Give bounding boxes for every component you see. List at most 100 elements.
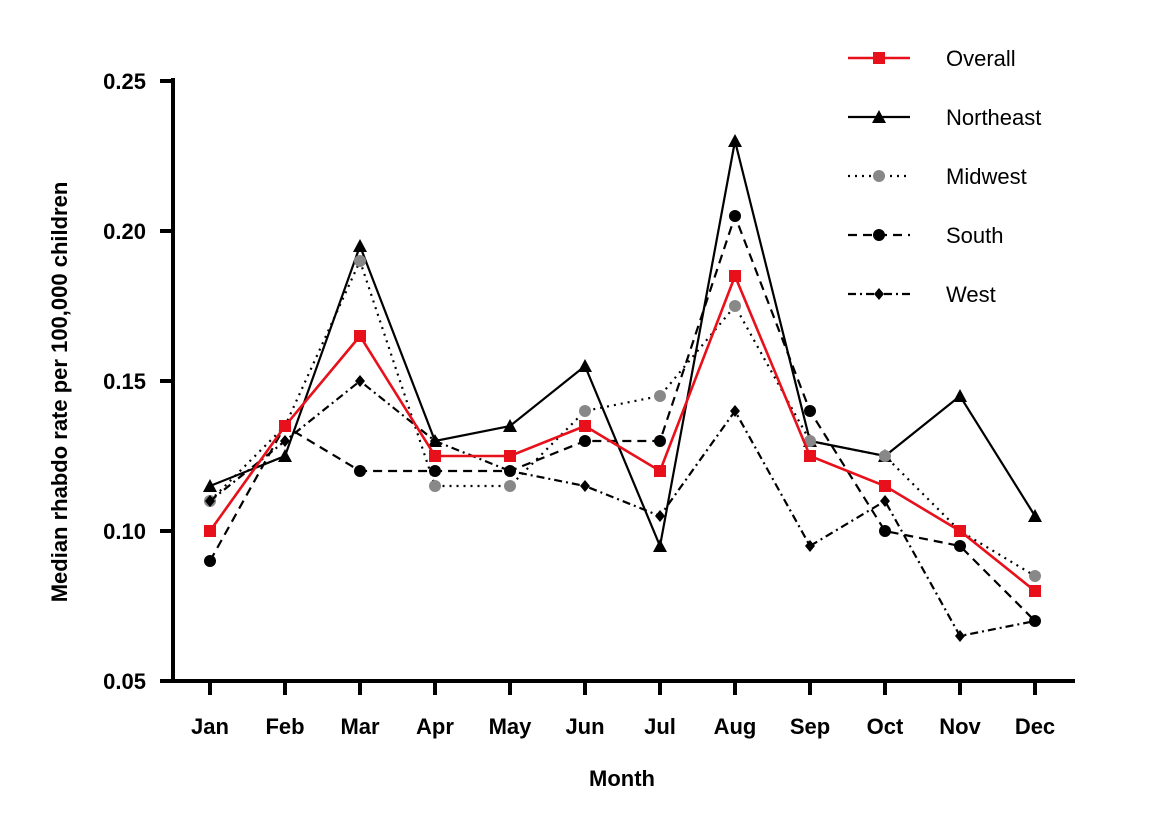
series-south	[204, 210, 1041, 627]
series-line-west	[209, 379, 1036, 638]
data-point-west	[280, 435, 290, 447]
data-point-northeast	[278, 449, 292, 462]
x-tick-label: Jun	[565, 714, 604, 739]
x-tick-label: Nov	[939, 714, 981, 739]
legend-marker	[873, 170, 885, 182]
legend-item-west: West	[848, 282, 996, 307]
data-point-west	[205, 495, 215, 507]
legend-label: South	[946, 223, 1004, 248]
data-point-midwest	[729, 300, 741, 312]
legend-item-south: South	[848, 223, 1004, 248]
x-tick-label: Apr	[416, 714, 454, 739]
data-point-south	[204, 555, 216, 567]
data-point-overall	[279, 420, 291, 432]
data-point-overall	[804, 450, 816, 462]
data-point-overall	[204, 525, 216, 537]
legend-marker	[874, 288, 884, 300]
x-tick-label: Dec	[1015, 714, 1055, 739]
data-point-south	[954, 540, 966, 552]
series-midwest	[204, 255, 1041, 582]
data-point-south	[429, 465, 441, 477]
data-point-south	[729, 210, 741, 222]
data-point-west	[355, 375, 365, 387]
data-point-northeast	[728, 134, 742, 147]
legend-marker	[873, 52, 885, 64]
legend-item-overall: Overall	[848, 46, 1016, 71]
x-ticks: Jan Feb Mar Apr May Jun Jul Aug Sep Oct Nov Dec	[191, 681, 1055, 739]
x-tick-label: Oct	[867, 714, 904, 739]
x-axis-title: Month	[589, 766, 655, 791]
legend-label: Northeast	[946, 105, 1041, 130]
data-point-south	[804, 405, 816, 417]
series-overall	[204, 270, 1041, 597]
legend: Overall Northeast Midwest South West	[848, 46, 1041, 307]
data-point-overall	[354, 330, 366, 342]
y-tick-label: 0.05	[103, 669, 146, 694]
data-point-midwest	[1029, 570, 1041, 582]
series-line-south	[209, 212, 1036, 622]
data-point-northeast	[203, 479, 217, 492]
x-tick-label: Mar	[340, 714, 380, 739]
data-point-midwest	[804, 435, 816, 447]
legend-label: Overall	[946, 46, 1016, 71]
y-tick-label: 0.25	[103, 69, 146, 94]
legend-marker	[873, 229, 885, 241]
data-point-overall	[654, 465, 666, 477]
data-point-south	[879, 525, 891, 537]
legend-marker	[872, 110, 886, 123]
y-tick-label: 0.10	[103, 519, 146, 544]
x-tick-label: Jan	[191, 714, 229, 739]
data-point-overall	[429, 450, 441, 462]
data-point-south	[654, 435, 666, 447]
data-point-overall	[579, 420, 591, 432]
x-tick-label: Sep	[790, 714, 830, 739]
y-ticks: 0.05 0.10 0.15 0.20 0.25	[103, 69, 173, 694]
data-point-overall	[729, 270, 741, 282]
data-point-midwest	[579, 405, 591, 417]
y-axis-title: Median rhabdo rate per 100,000 children	[47, 182, 72, 603]
data-point-northeast	[503, 419, 517, 432]
legend-item-midwest: Midwest	[848, 164, 1027, 189]
data-point-west	[505, 465, 515, 477]
x-tick-label: Aug	[714, 714, 757, 739]
series-west	[205, 375, 1040, 642]
x-tick-label: May	[489, 714, 533, 739]
data-point-west	[880, 495, 890, 507]
x-tick-label: Jul	[644, 714, 676, 739]
data-point-midwest	[504, 480, 516, 492]
data-point-northeast	[953, 389, 967, 402]
data-point-south	[579, 435, 591, 447]
data-point-northeast	[353, 239, 367, 252]
data-point-northeast	[578, 359, 592, 372]
data-point-northeast	[653, 539, 667, 552]
data-point-midwest	[354, 255, 366, 267]
legend-item-northeast: Northeast	[848, 105, 1041, 130]
series-layer	[203, 134, 1042, 642]
data-point-south	[354, 465, 366, 477]
axes	[171, 78, 1075, 683]
data-point-west	[730, 405, 740, 417]
data-point-west	[1030, 615, 1040, 627]
data-point-overall	[504, 450, 516, 462]
series-line-overall	[208, 272, 1036, 593]
data-point-west	[580, 480, 590, 492]
data-point-midwest	[429, 480, 441, 492]
data-point-overall	[1029, 585, 1041, 597]
data-point-overall	[954, 525, 966, 537]
series-northeast	[203, 134, 1042, 552]
series-line-northeast	[209, 140, 1036, 550]
data-point-west	[805, 540, 815, 552]
data-point-west	[430, 435, 440, 447]
y-tick-label: 0.20	[103, 219, 146, 244]
legend-label: West	[946, 282, 996, 307]
data-point-midwest	[879, 450, 891, 462]
data-point-midwest	[654, 390, 666, 402]
data-point-west	[955, 630, 965, 642]
data-point-overall	[879, 480, 891, 492]
x-tick-label: Feb	[265, 714, 304, 739]
data-point-northeast	[1028, 509, 1042, 522]
data-point-west	[655, 510, 665, 522]
legend-label: Midwest	[946, 164, 1027, 189]
y-tick-label: 0.15	[103, 369, 146, 394]
